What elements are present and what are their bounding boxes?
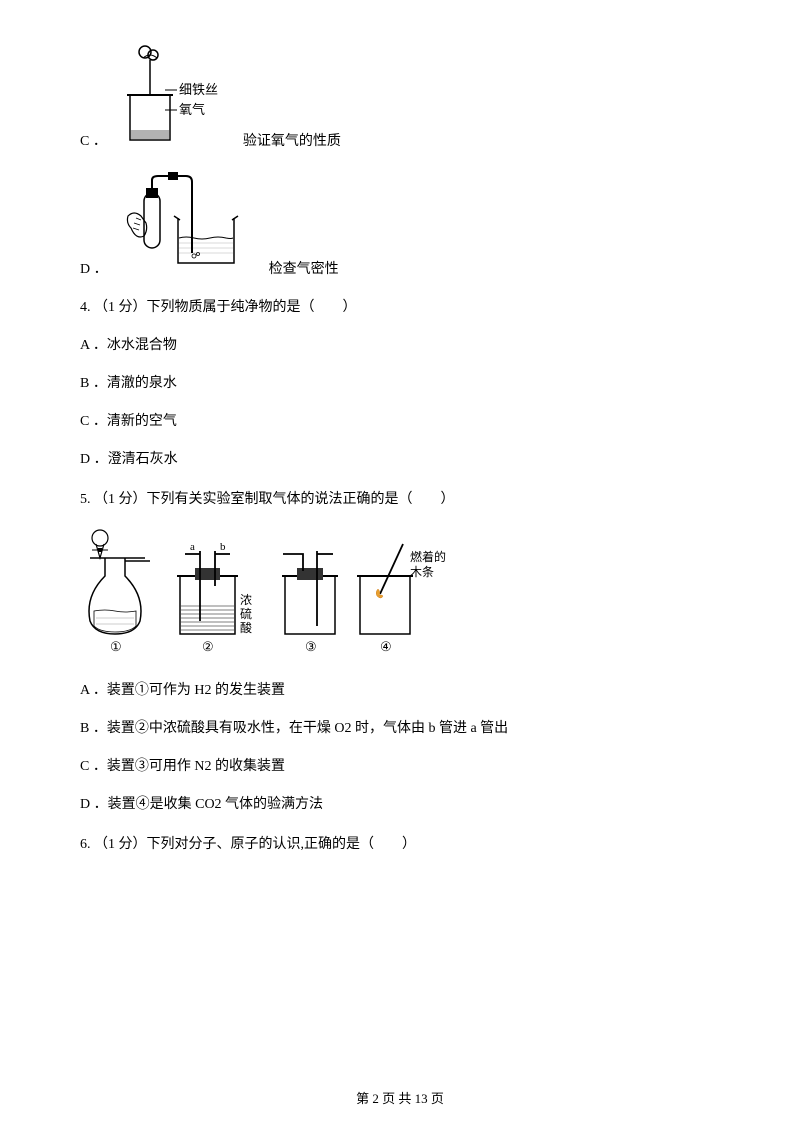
question-5-text: 5. （1 分）下列有关实验室制取气体的说法正确的是（ ）	[80, 488, 720, 508]
q5-option-a: A ．装置①可作为 H2 的发生装置	[80, 679, 720, 699]
option-d-letter: D ．	[80, 258, 108, 278]
svg-text:浓: 浓	[240, 593, 252, 607]
oxygen-label: 氧气	[179, 102, 205, 117]
svg-text:木条: 木条	[410, 565, 434, 579]
option-c-letter: C ．	[80, 130, 107, 150]
svg-text:硫: 硫	[240, 606, 252, 621]
option-c-row: C ． 细铁丝 氧气 验证氧气的性质	[80, 40, 720, 150]
svg-text:燃着的: 燃着的	[410, 549, 446, 564]
option-d-diagram	[116, 168, 251, 278]
option-d-row: D ． 检查气密性	[80, 168, 720, 278]
page-footer: 第 2 页 共 13 页	[0, 1088, 800, 1107]
question-4-text: 4. （1 分）下列物质属于纯净物的是（ ）	[80, 296, 720, 316]
option-c-text: 验证氧气的性质	[243, 130, 341, 150]
svg-text:③: ③	[305, 639, 317, 654]
q4-option-a: A ．冰水混合物	[80, 334, 720, 354]
option-c-diagram: 细铁丝 氧气	[115, 40, 225, 150]
question-5: 5. （1 分）下列有关实验室制取气体的说法正确的是（ ） ①	[80, 488, 720, 813]
svg-text:b: b	[220, 541, 226, 553]
svg-text:②: ②	[202, 639, 214, 654]
q5-option-b: B ．装置②中浓硫酸具有吸水性，在干燥 O2 时，气体由 b 管进 a 管出	[80, 717, 720, 737]
svg-text:酸: 酸	[240, 620, 252, 635]
svg-text:①: ①	[110, 639, 122, 654]
q4-option-b: B ．清澈的泉水	[80, 372, 720, 392]
q4-option-c: C ．清新的空气	[80, 410, 720, 430]
question-4: 4. （1 分）下列物质属于纯净物的是（ ） A ．冰水混合物 B ．清澈的泉水…	[80, 296, 720, 468]
option-d-text: 检查气密性	[269, 258, 339, 278]
question-6: 6. （1 分）下列对分子、原子的认识,正确的是（ ）	[80, 833, 720, 853]
q5-option-c: C ．装置③可用作 N2 的收集装置	[80, 755, 720, 775]
question-6-text: 6. （1 分）下列对分子、原子的认识,正确的是（ ）	[80, 833, 720, 853]
q4-option-d: D ．澄清石灰水	[80, 448, 720, 468]
q5-diagram: ① a b	[80, 526, 720, 661]
iron-wire-label: 细铁丝	[179, 82, 218, 97]
q5-option-d: D ．装置④是收集 CO2 气体的验满方法	[80, 793, 720, 813]
svg-text:④: ④	[380, 639, 392, 654]
svg-text:a: a	[190, 541, 195, 553]
